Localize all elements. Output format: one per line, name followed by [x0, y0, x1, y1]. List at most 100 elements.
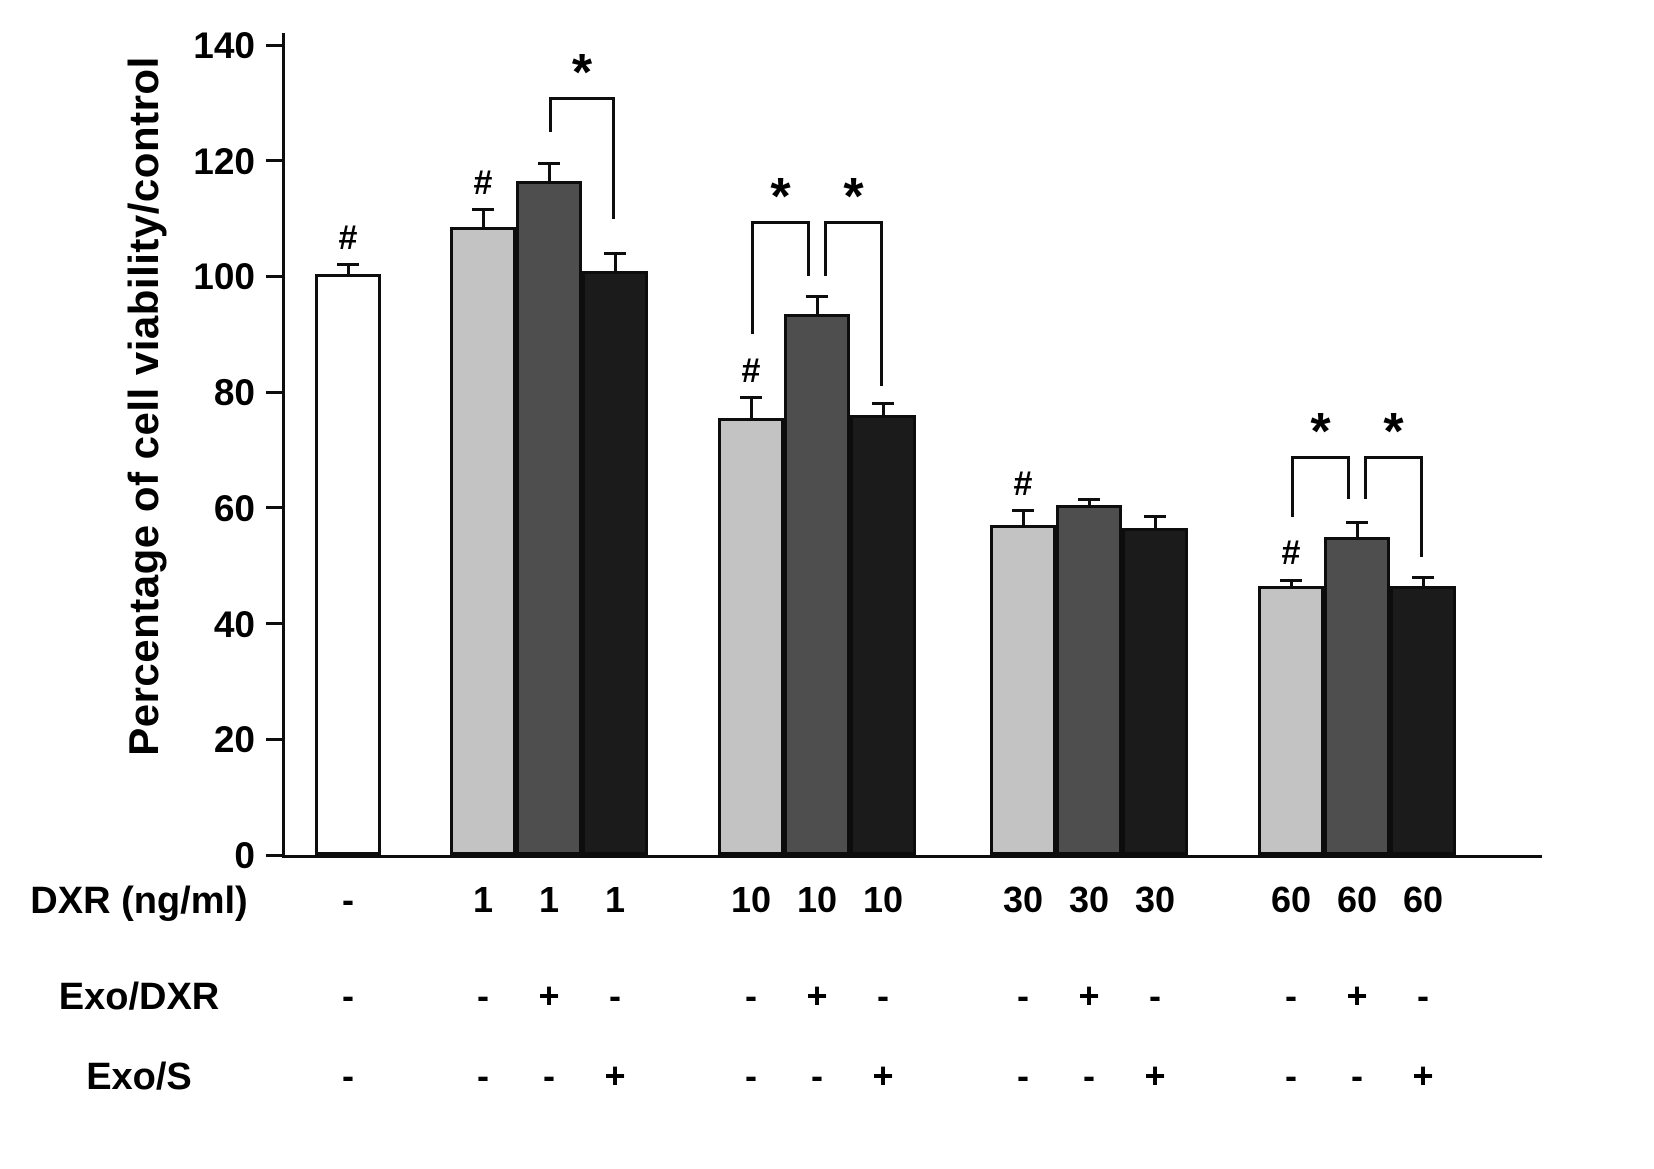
error-bar-cap — [1346, 520, 1368, 524]
error-bar-cap — [872, 402, 894, 406]
error-bar — [481, 209, 485, 228]
error-bar — [1355, 522, 1359, 537]
x-label-exo_s: - — [1083, 1055, 1095, 1096]
bar — [1122, 528, 1188, 855]
x-label-dxr: 10 — [862, 879, 904, 920]
error-bar — [1087, 499, 1091, 505]
x-label-dxr: 30 — [1068, 879, 1110, 920]
y-tick — [266, 390, 282, 394]
hash-annotation: # — [338, 218, 358, 257]
y-tick-label: 80 — [213, 372, 255, 414]
y-tick — [266, 159, 282, 163]
bar — [1056, 504, 1122, 855]
error-bar — [1153, 516, 1157, 529]
hash-annotation: # — [473, 163, 493, 202]
x-label-exo_dxr: - — [877, 975, 889, 1016]
x-label-dxr: 10 — [730, 879, 772, 920]
y-tick — [266, 853, 282, 857]
y-tick-label: 140 — [193, 25, 255, 66]
error-bar-cap — [1412, 575, 1434, 579]
bar — [990, 525, 1056, 855]
error-bar — [346, 264, 350, 274]
x-label-exo_s: + — [1412, 1055, 1434, 1096]
y-tick — [266, 622, 282, 626]
x-label-exo_dxr: - — [745, 975, 757, 1016]
error-bar — [1021, 510, 1025, 526]
error-bar — [547, 163, 551, 181]
sig-bracket-right — [1347, 455, 1350, 500]
error-bar — [613, 253, 617, 271]
error-bar-cap — [1012, 509, 1034, 513]
y-axis-line — [282, 33, 285, 858]
sig-bracket-left — [1364, 455, 1367, 500]
y-tick-label: 0 — [234, 835, 255, 876]
sig-bracket-top — [1291, 455, 1350, 459]
y-tick — [266, 506, 282, 510]
error-bar-cap — [1078, 497, 1100, 501]
bar — [516, 180, 582, 855]
bar — [850, 415, 916, 855]
error-bar-cap — [604, 251, 626, 255]
y-tick-label: 40 — [213, 603, 255, 645]
row-header-exo_s: Exo/S — [86, 1056, 192, 1098]
x-label-exo_dxr: - — [1149, 975, 1161, 1016]
x-label-exo_s: - — [477, 1055, 489, 1096]
x-label-exo_s: - — [745, 1055, 757, 1096]
x-label-exo_dxr: + — [1078, 975, 1100, 1016]
sig-star: * — [770, 168, 791, 227]
error-bar — [749, 397, 753, 419]
error-bar-cap — [1144, 515, 1166, 519]
x-label-exo_dxr: - — [1285, 975, 1297, 1016]
hash-annotation: # — [1281, 534, 1301, 573]
error-bar — [1289, 580, 1293, 586]
bar — [718, 418, 784, 855]
sig-bracket-left — [824, 221, 827, 277]
hash-annotation: # — [1013, 464, 1033, 503]
x-label-exo_dxr: - — [342, 975, 354, 1016]
bar — [1258, 585, 1324, 855]
x-label-exo_s: - — [543, 1055, 555, 1096]
x-label-exo_s: - — [1285, 1055, 1297, 1096]
bar — [1390, 585, 1456, 855]
x-label-exo_dxr: - — [609, 975, 621, 1016]
x-label-exo_dxr: + — [806, 975, 828, 1016]
sig-star: * — [571, 44, 593, 103]
x-label-dxr: 60 — [1402, 879, 1444, 920]
x-label-exo_dxr: + — [1346, 975, 1368, 1016]
x-label-exo_s: + — [1144, 1055, 1166, 1096]
error-bar-cap — [472, 208, 494, 212]
x-label-exo_s: - — [1351, 1055, 1363, 1096]
sig-bracket-top — [1364, 455, 1423, 459]
x-label-dxr: 60 — [1270, 879, 1312, 920]
bar — [315, 273, 381, 855]
error-bar — [881, 403, 885, 416]
x-label-exo_s: + — [604, 1055, 626, 1096]
x-label-dxr: - — [342, 879, 354, 920]
x-label-exo_s: + — [872, 1055, 894, 1096]
error-bar-cap — [740, 396, 762, 400]
sig-bracket-top — [549, 97, 615, 101]
hash-annotation: # — [741, 351, 761, 390]
x-label-dxr: 60 — [1336, 879, 1378, 920]
bar — [450, 227, 516, 855]
sig-bracket-right — [807, 221, 810, 277]
error-bar — [815, 296, 819, 315]
sig-star: * — [843, 168, 864, 227]
x-label-dxr: 30 — [1002, 879, 1044, 920]
x-label-exo_dxr: - — [1417, 975, 1429, 1016]
y-tick-label: 20 — [213, 719, 255, 761]
x-axis-line — [282, 855, 1542, 858]
sig-star: * — [1383, 402, 1404, 461]
error-bar — [1421, 577, 1425, 586]
x-label-dxr: 30 — [1134, 879, 1176, 920]
y-tick-label: 120 — [193, 140, 255, 182]
row-header-dxr: DXR (ng/ml) — [30, 880, 248, 922]
sig-star: * — [1310, 402, 1331, 461]
y-tick — [266, 43, 282, 47]
x-label-exo_s: - — [811, 1055, 823, 1096]
y-tick — [266, 737, 282, 741]
x-label-exo_s: - — [1017, 1055, 1029, 1096]
row-header-exo_dxr: Exo/DXR — [58, 976, 220, 1018]
sig-bracket-left — [549, 97, 552, 132]
